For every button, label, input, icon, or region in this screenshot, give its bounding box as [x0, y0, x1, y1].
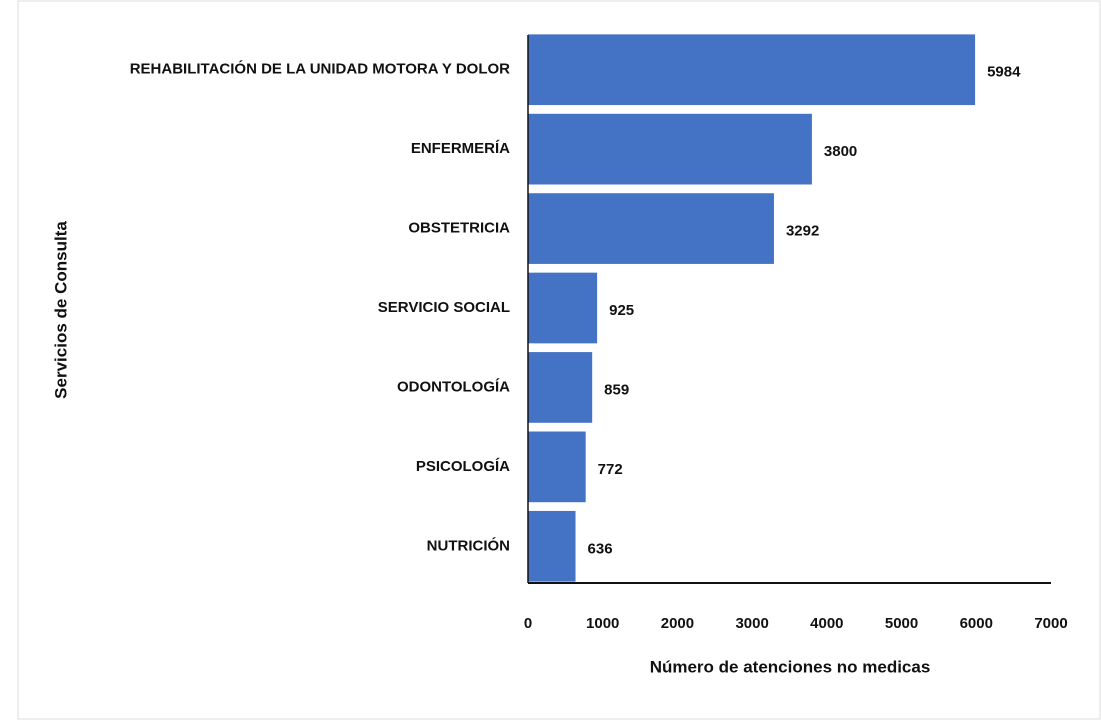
x-tick-label: 7000 — [1034, 615, 1067, 632]
value-label: 3800 — [824, 143, 857, 160]
value-label: 925 — [609, 302, 634, 319]
value-label: 636 — [588, 540, 613, 557]
y-tick-label: ENFERMERÍA — [411, 140, 510, 157]
bar — [528, 510, 576, 582]
bar — [528, 193, 774, 264]
y-tick-label: PSICOLOGÍA — [416, 458, 510, 475]
value-label: 5984 — [987, 64, 1021, 81]
x-axis-label: Número de atenciones no medicas — [650, 657, 931, 676]
x-tick-label: 1000 — [586, 615, 619, 632]
bar — [528, 272, 598, 344]
value-label: 772 — [598, 461, 623, 478]
x-tick-label: 2000 — [661, 615, 694, 632]
bar — [528, 34, 976, 106]
value-label: 3292 — [786, 223, 819, 240]
x-tick-label: 3000 — [735, 615, 768, 632]
value-label: 859 — [604, 381, 629, 398]
y-tick-label: ODONTOLOGÍA — [397, 378, 510, 395]
x-tick-label: 4000 — [810, 615, 843, 632]
x-tick-label: 5000 — [885, 615, 918, 632]
y-tick-label: NUTRICIÓN — [427, 536, 510, 554]
bar — [528, 431, 586, 503]
y-tick-label: REHABILITACIÓN DE LA UNIDAD MOTORA Y DOL… — [130, 60, 510, 78]
x-tick-label: 0 — [524, 615, 532, 632]
y-axis-label: Servicios de Consulta — [51, 221, 70, 399]
y-tick-label: SERVICIO SOCIAL — [378, 299, 510, 316]
bar — [528, 113, 812, 185]
x-tick-label: 6000 — [960, 615, 993, 632]
y-tick-label: OBSTETRICIA — [408, 220, 510, 237]
bar — [528, 352, 593, 423]
